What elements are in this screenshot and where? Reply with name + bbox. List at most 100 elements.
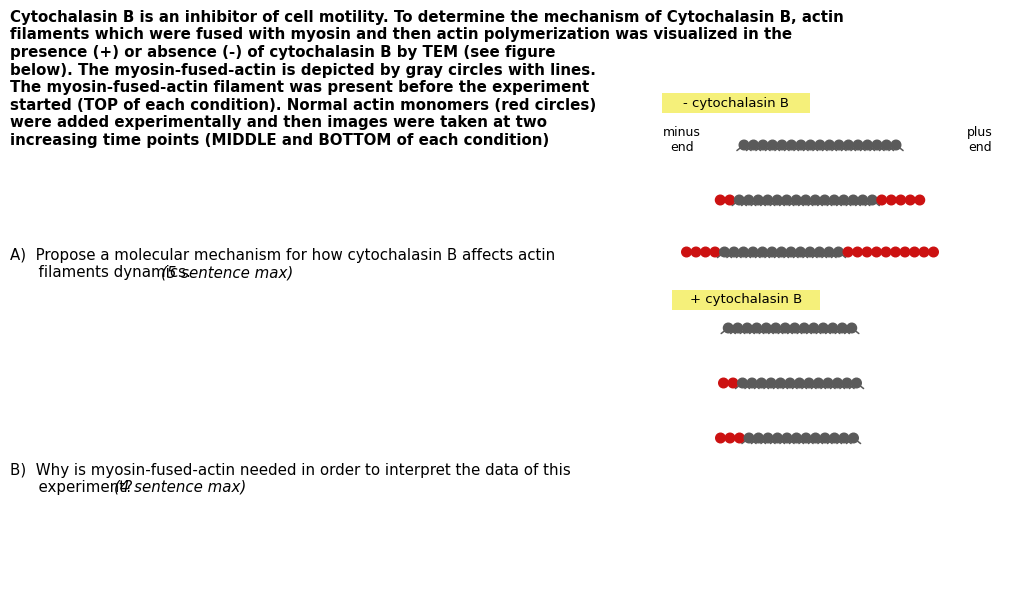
Circle shape — [799, 323, 809, 333]
Circle shape — [839, 195, 849, 205]
Circle shape — [764, 433, 773, 443]
Text: plus
end: plus end — [967, 126, 993, 154]
Text: below). The myosin-fused-actin is depicted by gray circles with lines.: below). The myosin-fused-actin is depict… — [10, 62, 596, 77]
Circle shape — [790, 323, 799, 333]
Circle shape — [782, 433, 792, 443]
Circle shape — [787, 140, 796, 150]
Circle shape — [813, 378, 824, 388]
Circle shape — [691, 247, 700, 257]
Text: were added experimentally and then images were taken at two: were added experimentally and then image… — [10, 115, 547, 130]
Circle shape — [871, 247, 882, 257]
Circle shape — [716, 433, 725, 443]
Text: filaments which were fused with myosin and then actin polymerization was visuali: filaments which were fused with myosin a… — [10, 27, 792, 42]
Circle shape — [739, 247, 748, 257]
Circle shape — [768, 247, 777, 257]
Circle shape — [738, 378, 747, 388]
Circle shape — [828, 323, 838, 333]
Circle shape — [842, 378, 852, 388]
Circle shape — [682, 247, 691, 257]
Text: minus
end: minus end — [663, 126, 701, 154]
Circle shape — [825, 140, 835, 150]
Circle shape — [781, 323, 790, 333]
Circle shape — [862, 140, 872, 150]
Circle shape — [825, 247, 834, 257]
Circle shape — [805, 247, 814, 257]
FancyBboxPatch shape — [672, 290, 821, 310]
Circle shape — [733, 323, 742, 333]
Circle shape — [928, 247, 939, 257]
Circle shape — [782, 195, 792, 205]
Circle shape — [882, 247, 891, 257]
Circle shape — [853, 247, 862, 257]
Circle shape — [748, 140, 758, 150]
Text: Cytochalasin B is an inhibitor of cell motility. To determine the mechanism of C: Cytochalasin B is an inhibitor of cell m… — [10, 10, 844, 25]
Circle shape — [915, 195, 924, 205]
Text: filaments dynamics.: filaments dynamics. — [10, 265, 195, 280]
Text: presence (+) or absence (-) of cytochalasin B by TEM (see figure: presence (+) or absence (-) of cytochala… — [10, 45, 556, 60]
Circle shape — [762, 195, 773, 205]
Circle shape — [834, 247, 843, 257]
Circle shape — [716, 195, 725, 205]
Circle shape — [776, 378, 785, 388]
Text: started (TOP of each condition). Normal actin monomers (red circles): started (TOP of each condition). Normal … — [10, 97, 597, 113]
Circle shape — [843, 247, 853, 257]
Circle shape — [773, 195, 782, 205]
Text: + cytochalasin B: + cytochalasin B — [690, 293, 802, 307]
FancyBboxPatch shape — [662, 93, 810, 113]
Circle shape — [882, 140, 892, 150]
Circle shape — [804, 378, 813, 388]
Circle shape — [872, 140, 882, 150]
Circle shape — [795, 378, 804, 388]
Text: - cytochalasin B: - cytochalasin B — [683, 97, 789, 110]
Circle shape — [742, 323, 752, 333]
Circle shape — [768, 140, 778, 150]
Circle shape — [862, 247, 871, 257]
Circle shape — [744, 433, 753, 443]
Circle shape — [771, 323, 781, 333]
Circle shape — [728, 378, 738, 388]
Circle shape — [752, 323, 761, 333]
Circle shape — [700, 247, 711, 257]
Circle shape — [756, 378, 767, 388]
Circle shape — [761, 323, 771, 333]
Circle shape — [824, 378, 833, 388]
Circle shape — [852, 378, 861, 388]
Circle shape — [801, 433, 810, 443]
Circle shape — [891, 140, 901, 150]
Text: experiment?: experiment? — [10, 480, 137, 495]
Circle shape — [791, 195, 801, 205]
Circle shape — [896, 195, 906, 205]
Circle shape — [819, 195, 830, 205]
Circle shape — [838, 323, 847, 333]
Circle shape — [834, 140, 844, 150]
Circle shape — [900, 247, 910, 257]
Circle shape — [725, 195, 735, 205]
Circle shape — [773, 433, 782, 443]
Text: increasing time points (MIDDLE and BOTTOM of each condition): increasing time points (MIDDLE and BOTTO… — [10, 132, 550, 148]
Circle shape — [805, 140, 815, 150]
Circle shape — [734, 195, 744, 205]
Circle shape — [833, 378, 842, 388]
Circle shape — [839, 433, 849, 443]
Circle shape — [815, 140, 825, 150]
Circle shape — [720, 247, 729, 257]
Circle shape — [867, 195, 878, 205]
Circle shape — [891, 247, 900, 257]
Circle shape — [725, 433, 735, 443]
Circle shape — [796, 140, 806, 150]
Circle shape — [719, 378, 728, 388]
Circle shape — [830, 195, 839, 205]
Circle shape — [809, 323, 818, 333]
Circle shape — [847, 323, 856, 333]
Circle shape — [735, 433, 744, 443]
Circle shape — [785, 378, 795, 388]
Circle shape — [753, 195, 764, 205]
Text: A)  Propose a molecular mechanism for how cytochalasin B affects actin: A) Propose a molecular mechanism for how… — [10, 248, 555, 263]
Circle shape — [744, 195, 753, 205]
Circle shape — [777, 247, 786, 257]
Circle shape — [724, 323, 733, 333]
Circle shape — [887, 195, 896, 205]
Circle shape — [830, 433, 839, 443]
Circle shape — [758, 140, 768, 150]
Circle shape — [905, 195, 915, 205]
